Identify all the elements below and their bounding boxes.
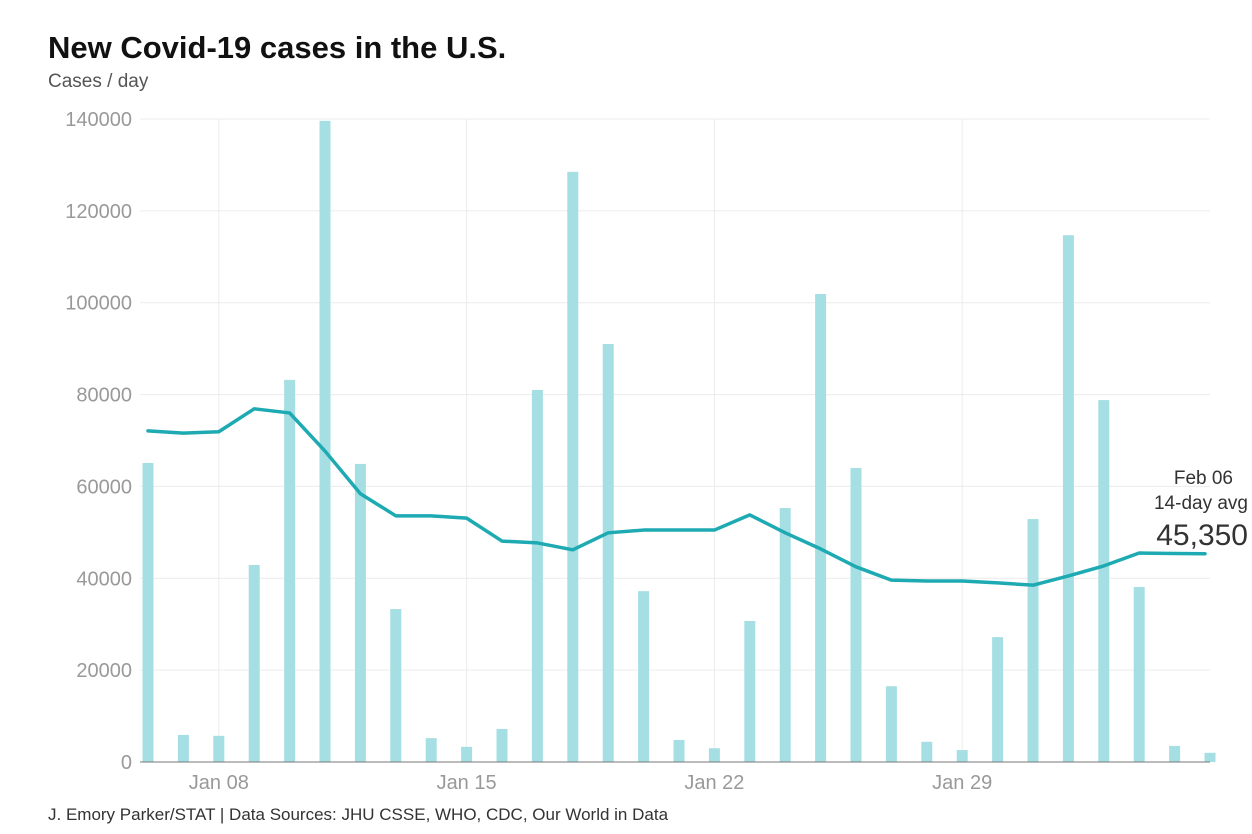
annotation-date: Feb 06 bbox=[1174, 468, 1233, 489]
y-tick-label: 40000 bbox=[76, 568, 132, 590]
y-axis-label: Cases / day bbox=[48, 71, 149, 92]
annotation-label: 14-day avg bbox=[1154, 493, 1248, 514]
bar bbox=[1098, 400, 1110, 762]
bar bbox=[1133, 587, 1145, 762]
y-tick-label: 60000 bbox=[76, 476, 132, 498]
bar bbox=[461, 746, 473, 762]
bar bbox=[602, 344, 614, 762]
bar bbox=[744, 620, 756, 762]
bar bbox=[1204, 752, 1216, 762]
bar bbox=[673, 739, 685, 762]
y-tick-label: 0 bbox=[121, 752, 132, 774]
avg-line bbox=[146, 407, 1207, 587]
chart-title: New Covid-19 cases in the U.S. bbox=[48, 30, 507, 65]
bar bbox=[815, 293, 827, 762]
bar bbox=[248, 564, 260, 762]
bar bbox=[354, 463, 366, 762]
bar bbox=[638, 591, 650, 762]
y-tick-label: 120000 bbox=[65, 201, 132, 223]
bar bbox=[567, 171, 579, 762]
bar bbox=[1169, 745, 1181, 762]
x-tick-label: Jan 22 bbox=[684, 772, 744, 794]
bar bbox=[496, 728, 508, 762]
bar bbox=[177, 734, 189, 762]
y-tick-label: 140000 bbox=[65, 109, 132, 131]
y-tick-label: 80000 bbox=[76, 385, 132, 407]
bar bbox=[885, 686, 897, 762]
x-tick-label: Jan 15 bbox=[437, 772, 497, 794]
bar bbox=[956, 750, 968, 762]
bar bbox=[850, 468, 862, 762]
bar bbox=[425, 738, 437, 762]
bar bbox=[390, 609, 402, 762]
bar bbox=[708, 748, 720, 762]
bar bbox=[531, 389, 543, 762]
x-tick-label: Jan 29 bbox=[932, 772, 992, 794]
x-tick-label: Jan 08 bbox=[189, 772, 249, 794]
bar bbox=[284, 379, 296, 762]
source-footer: J. Emory Parker/STAT | Data Sources: JHU… bbox=[48, 805, 669, 824]
bar bbox=[921, 741, 933, 762]
y-tick-label: 20000 bbox=[76, 660, 132, 682]
bar bbox=[319, 120, 331, 762]
bar bbox=[1027, 519, 1039, 762]
annotation-value: 45,350 bbox=[1156, 519, 1248, 552]
bar bbox=[779, 508, 791, 762]
bar bbox=[1062, 235, 1074, 762]
bar bbox=[992, 637, 1004, 762]
y-tick-label: 100000 bbox=[65, 293, 132, 315]
bar bbox=[213, 735, 225, 762]
bar bbox=[142, 463, 154, 762]
